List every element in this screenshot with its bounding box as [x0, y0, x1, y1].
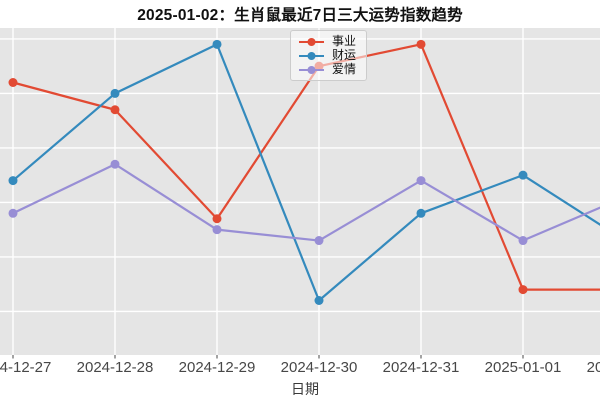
- data-point-事业: [212, 214, 222, 224]
- x-tick-label: 2024-12-31: [382, 359, 460, 376]
- data-point-爱情: [212, 225, 222, 235]
- x-tick-label: 2024-12-29: [178, 359, 256, 376]
- x-tick-label: 2024-12-27: [0, 359, 52, 376]
- legend-label: 事业: [332, 34, 357, 48]
- legend-item-爱情: 爱情: [298, 63, 356, 76]
- x-tick-label: 2025-01-01: [484, 359, 562, 376]
- data-point-财运: [416, 208, 426, 218]
- data-point-财运: [110, 88, 120, 98]
- plot-background: [0, 28, 600, 355]
- data-point-事业: [518, 285, 528, 295]
- data-point-财运: [314, 296, 324, 305]
- legend: 事业 财运 爱情: [290, 30, 368, 81]
- legend-item-事业: 事业: [298, 35, 356, 48]
- data-point-财运: [518, 170, 528, 180]
- data-point-爱情: [416, 176, 426, 186]
- legend-marker-icon: [299, 51, 324, 60]
- data-point-事业: [8, 78, 18, 87]
- x-tick-label: 2024-12-28: [76, 359, 154, 376]
- chart-title: 2025-01-02：生肖鼠最近7日三大运势指数趋势: [137, 7, 463, 24]
- legend-label: 爱情: [332, 62, 357, 76]
- x-tick-label: 2024-12-30: [280, 359, 358, 376]
- data-point-爱情: [110, 159, 120, 169]
- data-point-事业: [416, 39, 426, 49]
- x-tick-label: 2025-01-02: [586, 359, 600, 376]
- data-point-爱情: [8, 208, 18, 218]
- data-point-财运: [8, 176, 18, 186]
- legend-item-财运: 财运: [298, 49, 356, 62]
- data-point-财运: [212, 39, 222, 49]
- legend-label: 财运: [332, 48, 357, 62]
- data-point-爱情: [314, 236, 324, 246]
- data-point-爱情: [518, 236, 528, 246]
- x-axis-label: 日期: [291, 381, 319, 397]
- data-point-事业: [110, 105, 120, 115]
- legend-marker-icon: [299, 37, 324, 46]
- legend-marker-icon: [299, 65, 324, 74]
